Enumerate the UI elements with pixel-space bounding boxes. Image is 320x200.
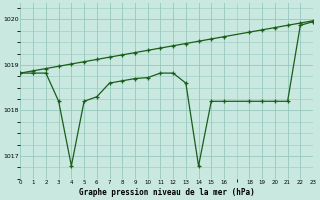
X-axis label: Graphe pression niveau de la mer (hPa): Graphe pression niveau de la mer (hPa) [79, 188, 255, 197]
